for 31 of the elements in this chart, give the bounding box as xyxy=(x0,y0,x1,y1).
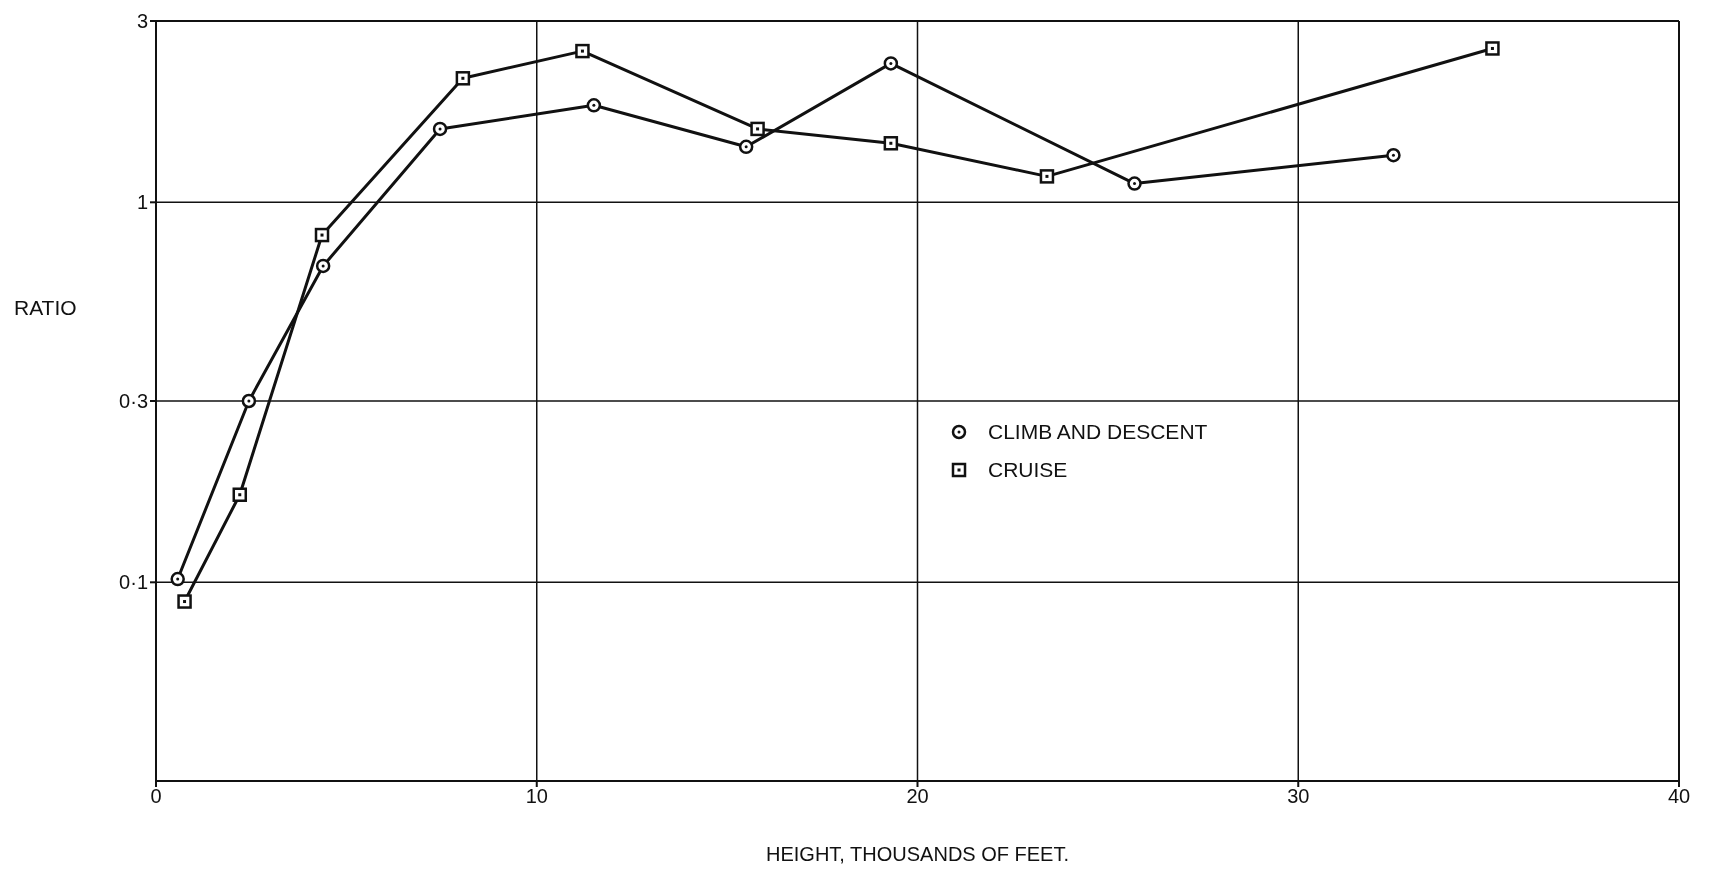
point xyxy=(432,121,448,137)
y-tick-label: 0·3 xyxy=(119,390,148,413)
y-tick-label: 3 xyxy=(136,10,148,33)
y-axis-title: RATIO xyxy=(14,296,77,320)
x-tick-label: 0 xyxy=(150,785,162,808)
point xyxy=(883,136,899,151)
point xyxy=(314,227,330,243)
point xyxy=(315,258,331,274)
point xyxy=(750,121,765,137)
legend-label: CLIMB AND DESCENT xyxy=(988,420,1208,444)
point xyxy=(177,594,192,609)
point xyxy=(170,571,185,587)
point xyxy=(241,393,257,409)
x-tick-label: 20 xyxy=(906,785,929,808)
point xyxy=(232,487,248,502)
legend-label: CRUISE xyxy=(988,458,1068,482)
x-tick-label: 30 xyxy=(1287,785,1310,808)
point xyxy=(1485,41,1500,56)
y-tick-label: 0·1 xyxy=(119,571,148,594)
x-axis-title: HEIGHT, THOUSANDS OF FEET. xyxy=(766,843,1069,865)
point xyxy=(1127,176,1142,191)
x-tick-label: 40 xyxy=(1667,785,1691,808)
point xyxy=(586,98,602,113)
point xyxy=(883,56,899,71)
y-tick-label: 1 xyxy=(136,191,148,214)
x-tick-label: 10 xyxy=(525,785,548,808)
point xyxy=(1039,169,1055,184)
point xyxy=(1386,147,1401,163)
point xyxy=(738,139,754,155)
point xyxy=(455,71,471,86)
point xyxy=(575,43,590,59)
